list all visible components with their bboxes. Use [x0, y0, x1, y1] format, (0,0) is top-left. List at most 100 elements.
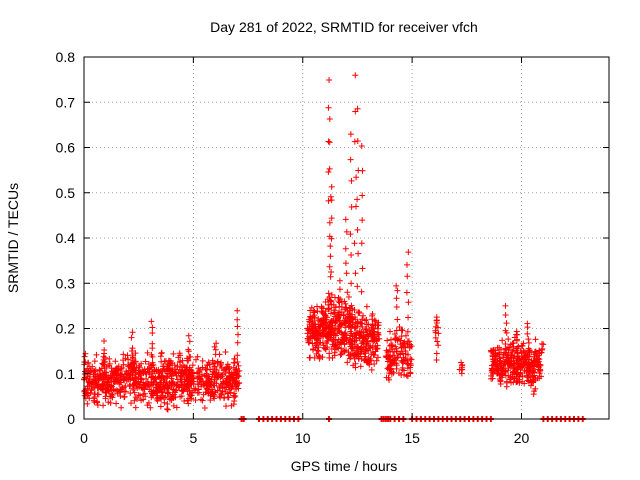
data-point: [204, 362, 211, 369]
data-point-peak: [148, 351, 155, 358]
data-point: [342, 320, 349, 327]
data-point-peak: [394, 316, 401, 323]
data-point-peak: [393, 282, 400, 289]
data-point: [108, 378, 115, 385]
data-point: [113, 387, 120, 394]
data-point: [135, 391, 142, 398]
data-point: [120, 373, 127, 380]
data-point: [161, 365, 168, 372]
data-point: [149, 361, 156, 368]
data-point: [159, 372, 166, 379]
data-point-peak: [348, 252, 355, 259]
data-point: [316, 339, 323, 346]
data-point: [219, 385, 226, 392]
data-point: [121, 388, 128, 395]
data-point: [144, 349, 151, 356]
data-point-peak: [524, 352, 531, 359]
data-point: [204, 385, 211, 392]
data-point: [397, 351, 404, 358]
data-point: [327, 297, 334, 304]
data-point: [185, 400, 192, 407]
data-point: [371, 352, 378, 359]
data-point: [156, 379, 163, 386]
data-point-peak: [328, 183, 335, 190]
data-point: [178, 382, 185, 389]
data-point-peak: [354, 226, 361, 233]
data-point-peak: [337, 296, 344, 303]
data-point-peak: [368, 330, 375, 337]
data-point: [434, 338, 441, 345]
data-point: [140, 379, 147, 386]
data-point-peak: [344, 289, 351, 296]
data-point-peak: [129, 329, 136, 336]
data-point-peak: [354, 283, 361, 290]
data-point: [507, 374, 514, 381]
data-point: [188, 392, 195, 399]
data-point: [319, 333, 326, 340]
data-point: [178, 373, 185, 380]
data-point: [508, 347, 515, 354]
data-point: [160, 383, 167, 390]
data-point-peak: [212, 374, 219, 381]
y-tick-label: 0.1: [56, 366, 76, 382]
data-point: [164, 406, 171, 413]
x-axis-label: GPS time / hours: [291, 458, 398, 474]
data-point-peak: [352, 270, 359, 277]
data-point: [521, 367, 528, 374]
data-point: [358, 348, 365, 355]
data-point: [525, 347, 532, 354]
data-point: [518, 350, 525, 357]
data-point: [158, 350, 165, 357]
data-point: [148, 390, 155, 397]
data-point: [138, 376, 145, 383]
data-point: [120, 351, 127, 358]
y-tick-label: 0.8: [56, 49, 76, 65]
data-point: [359, 324, 366, 331]
data-point: [510, 355, 517, 362]
data-point: [89, 363, 96, 370]
data-point: [230, 364, 237, 371]
data-point: [367, 344, 374, 351]
data-point: [398, 357, 405, 364]
data-point: [338, 350, 345, 357]
data-point: [187, 392, 194, 399]
data-series: [81, 72, 586, 422]
data-point-peak: [234, 307, 241, 314]
data-point: [306, 321, 313, 328]
data-point-peak: [351, 240, 358, 247]
data-point: [164, 384, 171, 391]
data-point-peak: [342, 315, 349, 322]
data-point: [357, 332, 364, 339]
data-point: [524, 374, 531, 381]
data-point: [531, 372, 538, 379]
data-point: [181, 381, 188, 388]
y-axis-label: SRMTID / TECUs: [5, 183, 21, 293]
data-point: [350, 319, 357, 326]
data-point-peak: [149, 368, 156, 375]
data-point: [490, 358, 497, 365]
data-point-peak: [129, 345, 136, 352]
data-point: [99, 386, 106, 393]
data-point: [314, 303, 321, 310]
data-point: [408, 356, 415, 363]
data-point: [391, 359, 398, 366]
data-point: [113, 400, 120, 407]
data-point-peak: [234, 323, 241, 330]
data-point: [151, 376, 158, 383]
data-point: [127, 400, 134, 407]
data-point-peak: [351, 138, 358, 145]
data-point: [221, 366, 228, 373]
data-point: [89, 378, 96, 385]
data-point: [489, 353, 496, 360]
data-point: [341, 341, 348, 348]
data-point: [383, 347, 390, 354]
data-point: [514, 378, 521, 385]
data-point: [537, 367, 544, 374]
data-point: [130, 377, 137, 384]
data-point-peak: [328, 197, 335, 204]
data-point: [488, 365, 495, 372]
data-point: [166, 395, 173, 402]
data-point: [497, 357, 504, 364]
data-point: [158, 358, 165, 365]
data-point: [88, 367, 95, 374]
